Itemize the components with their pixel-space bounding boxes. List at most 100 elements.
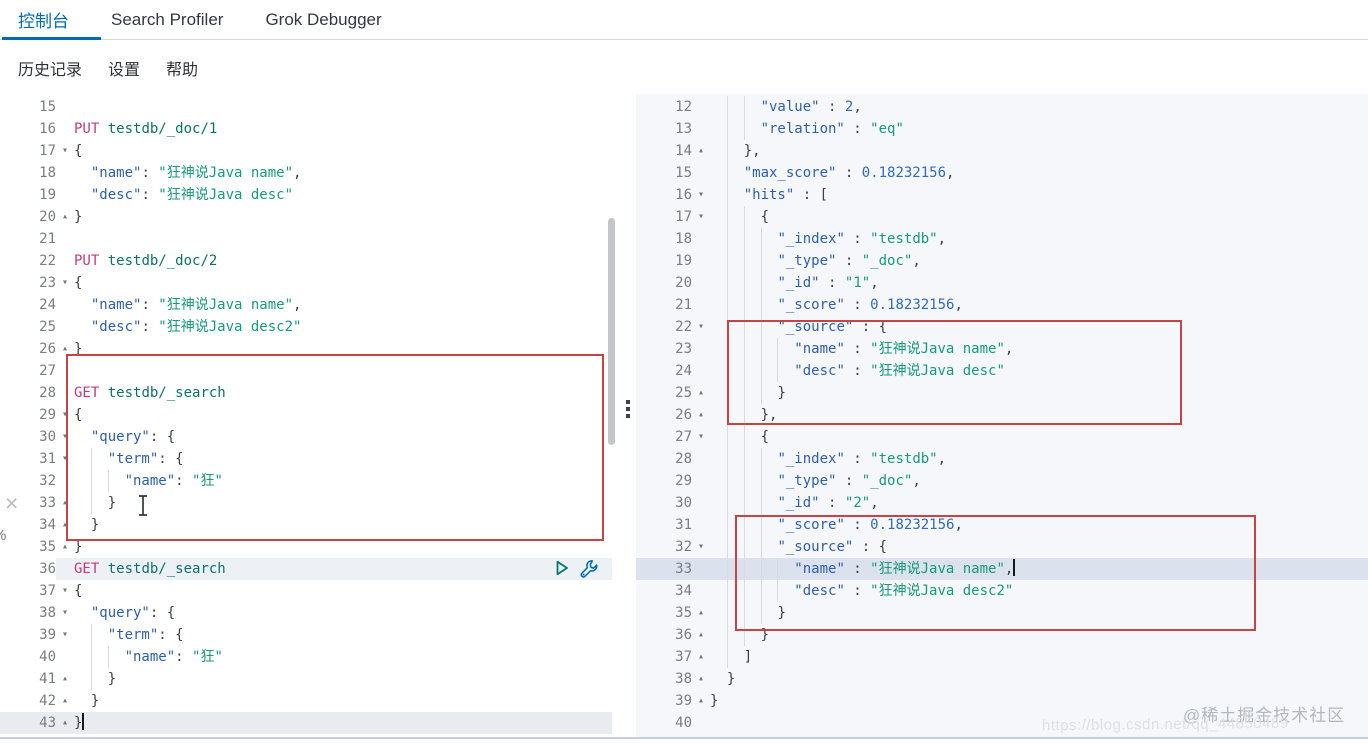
indent-guide (743, 624, 745, 646)
fold-spacer (56, 558, 74, 580)
menu-item-history[interactable]: 历史记录 (18, 61, 83, 79)
code-line: 38 ▴ } (636, 668, 1368, 690)
fold-down-icon[interactable]: ▾ (61, 431, 69, 442)
tab-console[interactable]: 控制台 (18, 12, 69, 31)
code-text: "_index" : "testdb", (710, 228, 1368, 250)
code-line: 17 ▾ { (636, 206, 1368, 228)
fold-down-icon[interactable]: ▾ (697, 189, 705, 200)
code-line: 25 "desc": "狂神说Java desc2" (0, 316, 612, 338)
indent-guide (760, 602, 762, 624)
code-line: 12 "value" : 2, (636, 96, 1368, 118)
fold-down-icon[interactable]: ▾ (61, 409, 69, 420)
code-text: }, (710, 140, 1368, 162)
indent-guide (743, 492, 745, 514)
code-text (74, 228, 612, 250)
indent-guide (760, 492, 762, 514)
menu-item-help[interactable]: 帮助 (166, 61, 199, 79)
indent-guide (726, 96, 728, 118)
console-main: 15 16 PUT testdb/_doc/1 17 ▾ {18 "name": "狂神说… (0, 94, 1368, 738)
code-text: "_type" : "_doc", (710, 470, 1368, 492)
fold-up-icon[interactable]: ▴ (697, 607, 705, 618)
fold-up-icon[interactable]: ▴ (697, 651, 705, 662)
fold-up-icon[interactable]: ▴ (61, 673, 69, 684)
indent-guide (760, 316, 762, 338)
code-text: } (74, 492, 612, 514)
fold-up-icon[interactable]: ▴ (697, 629, 705, 640)
fold-up-icon[interactable]: ▴ (61, 211, 69, 222)
code-text: PUT testdb/_doc/2 (74, 253, 218, 269)
code-line: 25 ▴ } (636, 382, 1368, 404)
fold-up-icon[interactable]: ▴ (697, 387, 705, 398)
fold-down-icon[interactable]: ▾ (61, 607, 69, 618)
active-tab-underline (2, 37, 101, 40)
indent-guide (726, 426, 728, 448)
code-line: 16 ▾ "hits" : [ (636, 184, 1368, 206)
code-text: { (74, 275, 83, 291)
indent-guide (726, 294, 728, 316)
console-editor-pane[interactable]: 15 16 PUT testdb/_doc/1 17 ▾ {18 "name": "狂神说… (0, 94, 636, 738)
fold-spacer (56, 316, 74, 338)
fold-up-icon[interactable]: ▴ (697, 673, 705, 684)
line-number: 32 (39, 473, 56, 489)
indent-guide (726, 228, 728, 250)
code-text: "name" : "狂神说Java name", (710, 558, 1368, 580)
fold-down-icon[interactable]: ▾ (61, 277, 69, 288)
fold-down-icon[interactable]: ▾ (61, 145, 69, 156)
indent-guide (760, 228, 762, 250)
editor-scrollbar-thumb[interactable] (608, 218, 615, 445)
tab-search-profiler[interactable]: Search Profiler (111, 9, 224, 29)
tab-bar: 控制台 Search Profiler Grok Debugger (0, 0, 1368, 40)
indent-guide (107, 470, 109, 492)
close-icon[interactable]: × (5, 490, 19, 516)
request-action-buttons[interactable] (553, 559, 598, 578)
fold-spacer (56, 360, 74, 382)
fold-up-icon[interactable]: ▴ (61, 497, 69, 508)
wrench-icon[interactable] (579, 559, 598, 578)
line-number: 24 (39, 297, 56, 313)
indent-guide (743, 514, 745, 536)
line-number: 22 (39, 253, 56, 269)
fold-down-icon[interactable]: ▾ (697, 541, 705, 552)
code-text: "_type" : "_doc", (710, 250, 1368, 272)
fold-spacer (56, 250, 74, 272)
fold-up-icon[interactable]: ▴ (697, 145, 705, 156)
code-text (74, 96, 612, 118)
fold-spacer (56, 382, 74, 404)
indent-guide (726, 602, 728, 624)
code-text: "value" : 2, (710, 96, 1368, 118)
indent-guide (726, 536, 728, 558)
indent-guide (743, 448, 745, 470)
fold-down-icon[interactable]: ▾ (61, 629, 69, 640)
panel-resize-handle-icon[interactable] (624, 400, 632, 421)
fold-down-icon[interactable]: ▾ (697, 321, 705, 332)
code-text: "desc": "狂神说Java desc2" (90, 319, 302, 335)
indent-guide (743, 316, 745, 338)
fold-down-icon[interactable]: ▾ (61, 585, 69, 596)
fold-up-icon[interactable]: ▴ (61, 343, 69, 354)
tab-grok-debugger[interactable]: Grok Debugger (265, 9, 382, 29)
fold-up-icon[interactable]: ▴ (697, 695, 705, 706)
fold-up-icon[interactable]: ▴ (61, 519, 69, 530)
play-icon[interactable] (553, 559, 571, 577)
code-text: "desc" : "狂神说Java desc2" (710, 580, 1368, 602)
fold-down-icon[interactable]: ▾ (697, 431, 705, 442)
line-number: 16 (39, 121, 56, 137)
code-text: "query": { (90, 429, 176, 445)
code-line: 22 PUT testdb/_doc/2 (0, 250, 612, 272)
line-number: 23 (675, 341, 692, 357)
fold-up-icon[interactable]: ▴ (61, 695, 69, 706)
fold-down-icon[interactable]: ▾ (61, 453, 69, 464)
fold-up-icon[interactable]: ▴ (61, 717, 69, 728)
fold-down-icon[interactable]: ▾ (697, 211, 705, 222)
indent-guide (726, 492, 728, 514)
console-output-pane[interactable]: 12 "value" : 2, 13 "relation" : "eq" 14 ▴ }… (636, 94, 1368, 738)
line-number: 20 (39, 209, 56, 225)
code-text: } (710, 602, 1368, 624)
indent-guide (743, 404, 745, 426)
fold-up-icon[interactable]: ▴ (697, 409, 705, 420)
code-text (74, 360, 612, 382)
text-cursor (82, 713, 85, 730)
fold-spacer (56, 96, 74, 118)
menu-item-settings[interactable]: 设置 (108, 61, 141, 79)
fold-up-icon[interactable]: ▴ (61, 541, 69, 552)
